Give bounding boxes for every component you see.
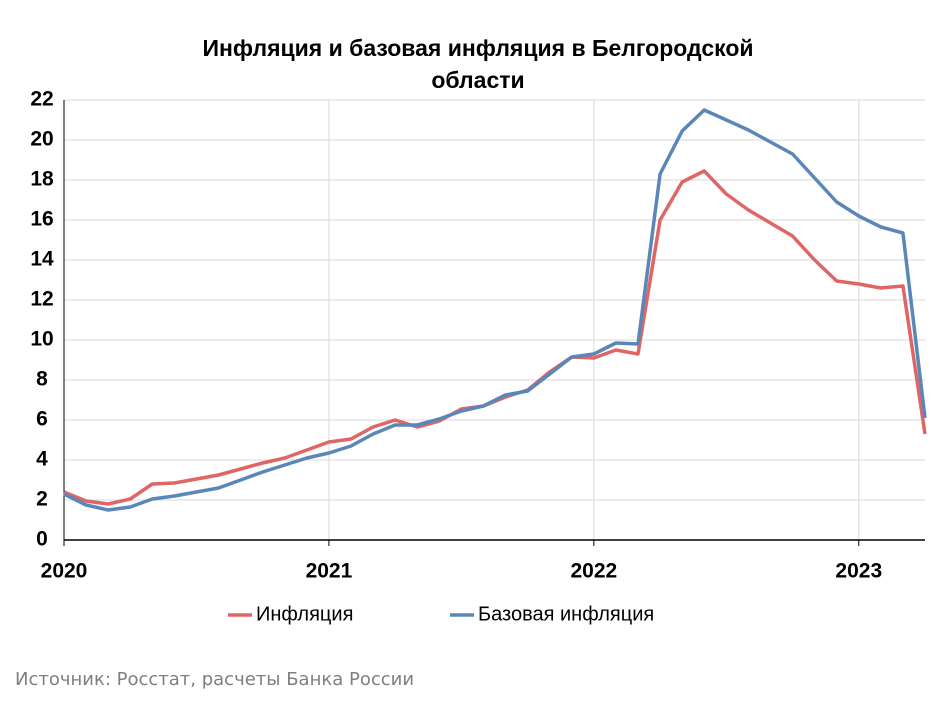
y-tick-label: 10	[30, 328, 53, 351]
x-tick-label: 2022	[570, 560, 617, 583]
y-tick-label: 20	[30, 128, 53, 151]
y-tick-label: 16	[30, 208, 53, 231]
y-tick-label: 22	[30, 88, 53, 111]
y-tick-label: 6	[36, 408, 48, 431]
legend-label: Базовая инфляция	[478, 603, 654, 625]
y-tick-label: 12	[30, 288, 53, 311]
y-tick-label: 8	[36, 368, 48, 391]
x-tick-label: 2020	[41, 560, 88, 583]
x-tick-label: 2023	[835, 560, 882, 583]
chart-title: Инфляция и базовая инфляция в Белгородск…	[202, 35, 753, 61]
y-tick-label: 14	[30, 248, 54, 271]
source-note: Источник: Росстат, расчеты Банка России	[15, 669, 414, 690]
legend-label: Инфляция	[256, 603, 353, 625]
y-tick-label: 18	[30, 168, 54, 191]
y-tick-label: 4	[36, 448, 48, 471]
y-tick-label: 2	[36, 488, 48, 511]
x-tick-label: 2021	[306, 560, 353, 583]
chart-title: области	[431, 67, 524, 93]
line-series	[63, 169, 927, 506]
line-series	[63, 108, 927, 512]
y-tick-label: 0	[36, 528, 48, 551]
